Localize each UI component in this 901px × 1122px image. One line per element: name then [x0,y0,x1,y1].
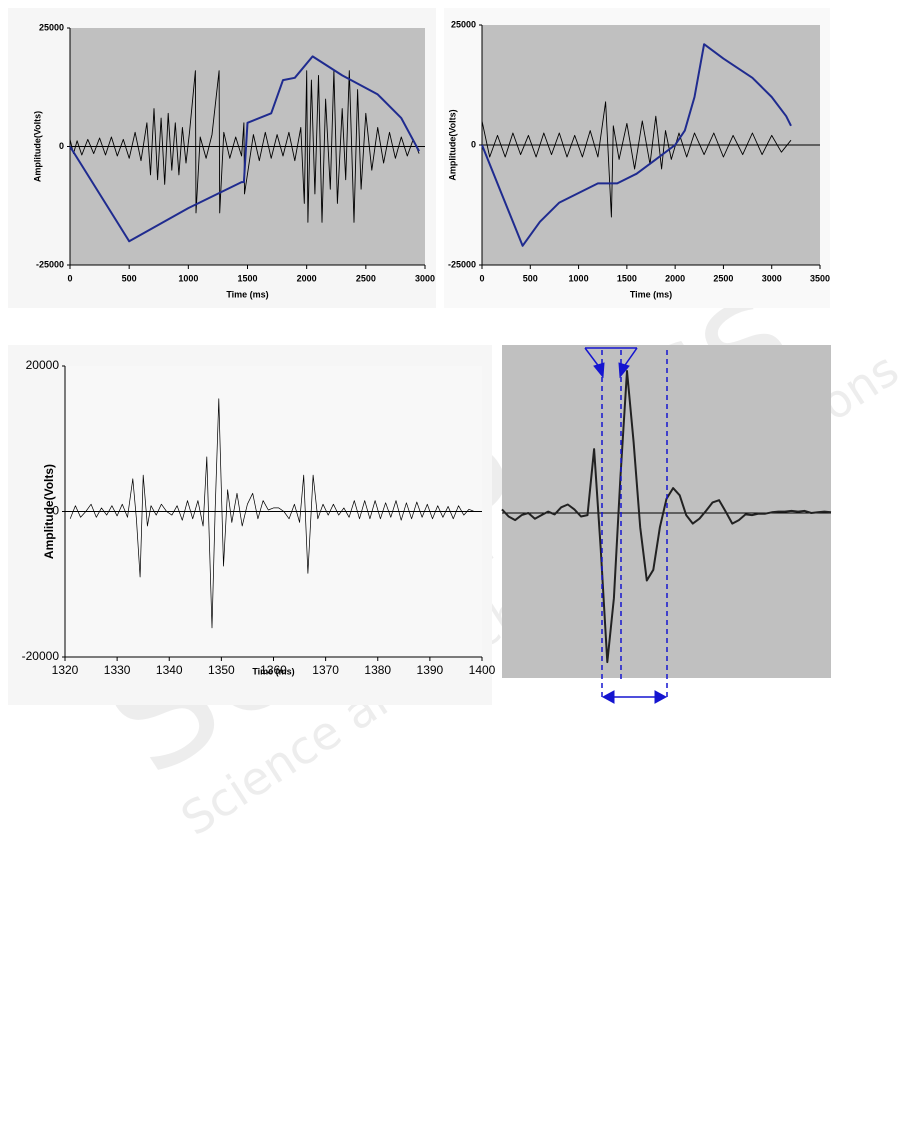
x-axis-title: Time (ms) [630,289,672,299]
y-tick-label: 0 [59,141,64,151]
x-tick-label: 500 [122,273,137,283]
x-tick-label: 1000 [569,273,589,283]
x-tick-label: 1000 [178,273,198,283]
x-tick-label: 2000 [665,273,685,283]
arrow-head [618,362,630,379]
y-tick-label: 0 [471,139,476,149]
x-tick-label: 2500 [356,273,376,283]
x-tick-label: 1500 [617,273,637,283]
line-series [481,43,792,247]
y-tick-label: 0 [52,504,59,518]
line-series [481,101,792,218]
x-tick-label: 1330 [104,663,131,677]
x-tick-label: 3500 [810,273,830,283]
x-tick-label: 1380 [364,663,391,677]
x-tick-label: 1370 [312,663,339,677]
x-tick-label: 0 [479,273,484,283]
x-axis-title: Time (ms) [226,289,268,299]
x-tick-label: 0 [67,273,72,283]
x-axis-title: Time (ms) [252,666,294,676]
y-axis-title: Amplitude(Volts) [42,464,56,559]
x-tick-label: 2500 [713,273,733,283]
y-tick-label: 25000 [39,22,64,32]
y-tick-label: 25000 [451,19,476,29]
arrow-head [601,690,615,704]
y-tick-label: -20000 [22,649,60,663]
x-tick-label: 3000 [415,273,435,283]
x-tick-label: 1360 [260,663,287,677]
x-tick-label: 1400 [469,663,496,677]
annotation-arrows [584,347,668,704]
x-tick-label: 500 [523,273,538,283]
x-tick-label: 2000 [297,273,317,283]
x-tick-label: 1350 [208,663,235,677]
y-tick-label: 20000 [26,358,60,372]
arrow-head [654,690,668,704]
y-axis-title: Amplitude(Volts) [447,109,457,180]
line-series [69,55,420,243]
x-tick-label: 1340 [156,663,183,677]
x-tick-label: 1390 [417,663,444,677]
line-series [69,70,420,223]
x-tick-label: 1320 [52,663,79,677]
x-tick-label: 3000 [762,273,782,283]
line-series [69,398,475,629]
arrow-head [593,362,605,379]
y-axis-title: Amplitude(Volts) [32,111,42,182]
x-tick-label: 1500 [237,273,257,283]
y-tick-label: -25000 [448,259,476,269]
y-tick-label: -25000 [36,259,64,269]
